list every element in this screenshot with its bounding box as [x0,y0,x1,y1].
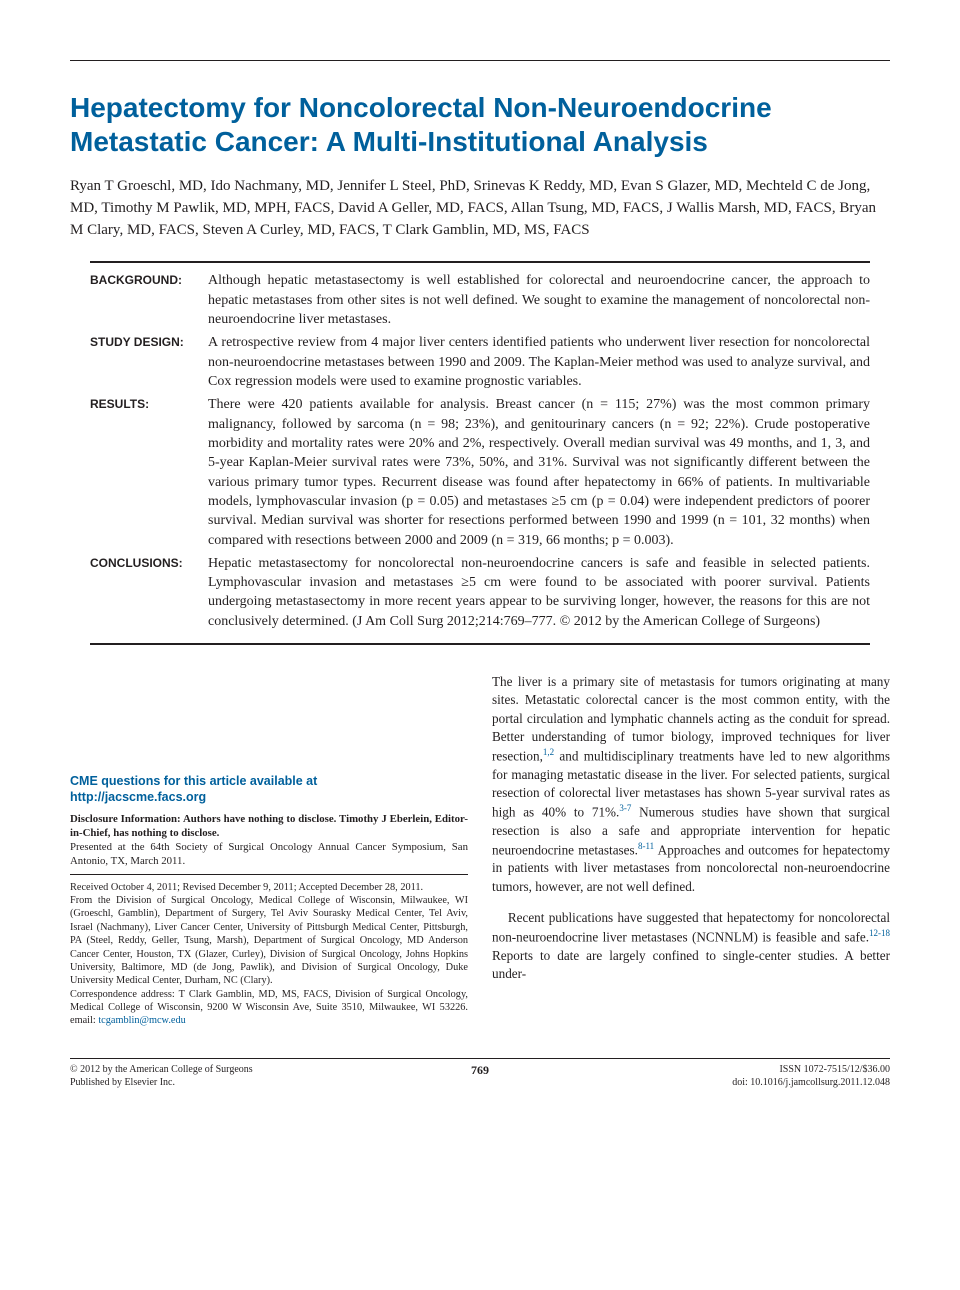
body-p2-b: Reports to date are largely confined to … [492,948,890,981]
correspondence-email-link[interactable]: tcgamblin@mcw.edu [98,1015,185,1026]
abstract-conclusions: CONCLUSIONS: Hepatic metastasectomy for … [90,554,870,631]
abstract-text-study-design: A retrospective review from 4 major live… [208,333,870,391]
footer-page-number: 769 [471,1063,489,1079]
footer-copyright: © 2012 by the American College of Surgeo… [70,1063,382,1076]
correspondence-text: Correspondence address: T Clark Gamblin,… [70,988,468,1028]
body-p2-a: Recent publications have suggested that … [492,910,890,945]
top-rule [70,60,890,61]
affiliations-text: From the Division of Surgical Oncology, … [70,894,468,988]
abstract-text-results: There were 420 patients available for an… [208,395,870,550]
abstract-text-background: Although hepatic metastasectomy is well … [208,271,870,329]
abstract-background: BACKGROUND: Although hepatic metastasect… [90,271,870,329]
ref-link-3[interactable]: 8-11 [638,841,654,851]
disclosure-text: Disclosure Information: Authors have not… [70,813,468,839]
footer-issn: ISSN 1072-7515/12/$36.00 [578,1063,890,1076]
disclosure-block: Disclosure Information: Authors have not… [70,812,468,840]
abstract-label-conclusions: CONCLUSIONS: [90,554,208,631]
abstract-label-results: RESULTS: [90,395,208,550]
page-footer: © 2012 by the American College of Surgeo… [70,1058,890,1089]
ref-link-4[interactable]: 12-18 [869,928,890,938]
right-column: The liver is a primary site of metastasi… [492,673,890,1028]
presented-text: Presented at the 64th Society of Surgica… [70,840,468,868]
authors-list: Ryan T Groeschl, MD, Ido Nachmany, MD, J… [70,176,890,241]
body-paragraph-1: The liver is a primary site of metastasi… [492,673,890,896]
footer-right: ISSN 1072-7515/12/$36.00 doi: 10.1016/j.… [578,1063,890,1089]
article-title: Hepatectomy for Noncolorectal Non-Neuroe… [70,91,890,158]
left-column: CME questions for this article available… [70,673,468,1028]
body-paragraph-2: Recent publications have suggested that … [492,909,890,983]
abstract-text-conclusions: Hepatic metastasectomy for noncolorectal… [208,554,870,631]
meta-divider-1 [70,874,468,875]
abstract-block: BACKGROUND: Although hepatic metastasect… [90,261,870,645]
abstract-study-design: STUDY DESIGN: A retrospective review fro… [90,333,870,391]
abstract-results: RESULTS: There were 420 patients availab… [90,395,870,550]
footer-doi: doi: 10.1016/j.jamcollsurg.2011.12.048 [578,1076,890,1089]
cme-link[interactable]: http://jacscme.facs.org [70,790,206,804]
cme-heading: CME questions for this article available… [70,773,468,806]
footer-publisher: Published by Elsevier Inc. [70,1076,382,1089]
received-text: Received October 4, 2011; Revised Decemb… [70,881,468,894]
footer-left: © 2012 by the American College of Surgeo… [70,1063,382,1089]
abstract-label-study-design: STUDY DESIGN: [90,333,208,391]
ref-link-1[interactable]: 1,2 [543,747,554,757]
ref-link-2[interactable]: 3-7 [619,803,631,813]
cme-heading-text: CME questions for this article available… [70,774,317,788]
abstract-label-background: BACKGROUND: [90,271,208,329]
